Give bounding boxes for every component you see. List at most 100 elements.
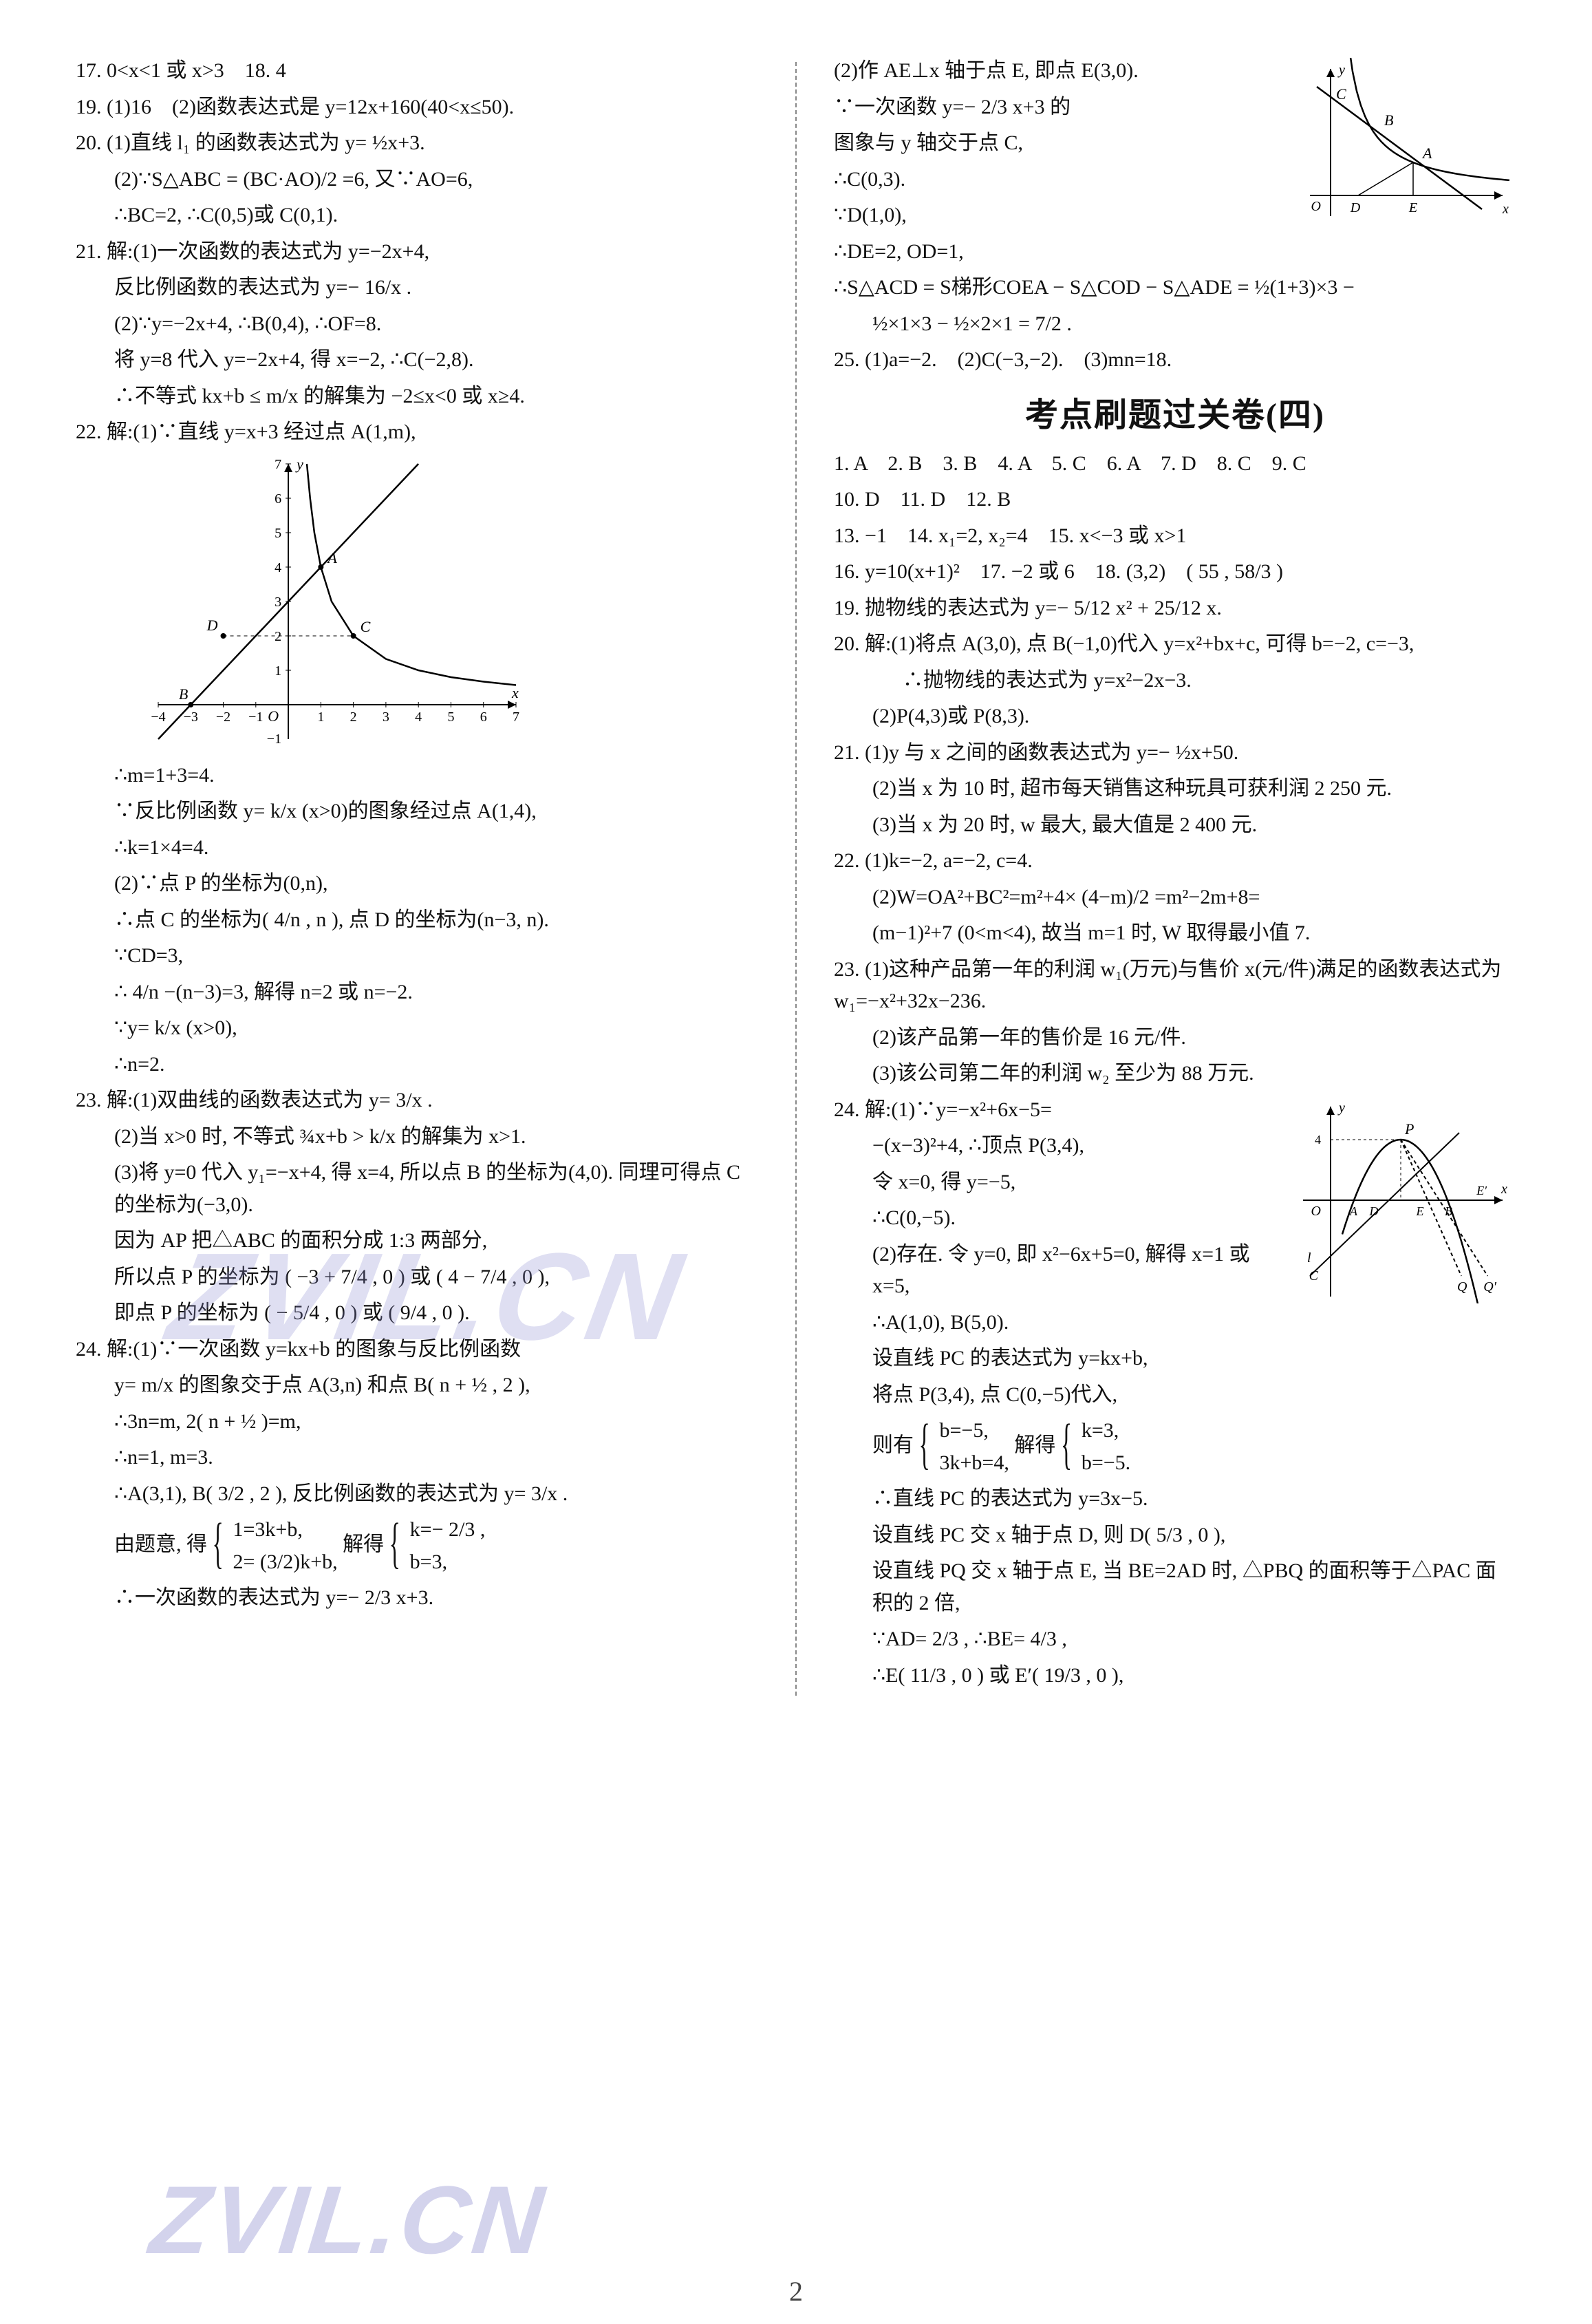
s4-q20c: (2)P(4,3)或 P(8,3). <box>834 701 1516 733</box>
q21-part2a: (2)∵y=−2x+4, ∴B(0,4), ∴OF=8. <box>76 308 758 341</box>
q24-system: 由题意, 得 1=3k+b, 2= (3/2)k+b, 解得 k=− 2/3 ,… <box>76 1514 758 1578</box>
q24-p2g: ∴S△ACD = S梯形COEA − S△COD − S△ADE = ½(1+3… <box>834 272 1516 304</box>
svg-text:A: A <box>326 549 337 566</box>
s4-q22a: 22. (1)k=−2, a=−2, c=4. <box>834 845 1516 877</box>
q24-part1d: ∴n=1, m=3. <box>76 1442 758 1474</box>
s4-q20a: 20. 解:(1)将点 A(3,0), 点 B(−1,0)代入 y=x²+bx+… <box>834 628 1516 661</box>
two-column-layout: 17. 0<x<1 或 x>3 18. 4 19. (1)16 (2)函数表达式… <box>76 55 1516 1696</box>
s4-q24k: ∴直线 PC 的表达式为 y=3x−5. <box>834 1483 1516 1515</box>
q24-p2h: ½×1×3 − ½×2×1 = 7/2 . <box>834 308 1516 341</box>
column-divider <box>795 62 797 1696</box>
svg-text:−2: −2 <box>216 710 230 725</box>
q22-part2a: (2)∵点 P 的坐标为(0,n), <box>76 868 758 900</box>
q24-part1e: ∴A(3,1), B( 3/2 , 2 ), 反比例函数的表达式为 y= 3/x… <box>76 1478 758 1511</box>
svg-text:−3: −3 <box>184 710 198 725</box>
svg-text:−1: −1 <box>248 710 263 725</box>
q22-part2d: ∴ 4/n −(n−3)=3, 解得 n=2 或 n=−2. <box>76 977 758 1009</box>
svg-text:B: B <box>1445 1204 1452 1218</box>
q24-corner-graph: CBADEOxy <box>1296 58 1516 237</box>
s4-q24-sys-brace1: b=−5, 3k+b=4, <box>919 1415 1009 1479</box>
svg-text:4: 4 <box>1315 1133 1321 1147</box>
q22-m: ∴m=1+3=4. <box>76 760 758 792</box>
watermark-footer: ZVIL.CN <box>145 2164 550 2276</box>
svg-text:3: 3 <box>275 595 281 610</box>
q24-corner-graph-svg: CBADEOxy <box>1296 58 1516 237</box>
q23-part1: 23. 解:(1)双曲线的函数表达式为 y= 3/x . <box>76 1085 758 1117</box>
svg-text:A: A <box>1349 1204 1358 1218</box>
s4-q23a: 23. (1)这种产品第一年的利润 w₁(万元)与售价 x(元/件)满足的函数表… <box>834 954 1516 1018</box>
svg-text:Q′: Q′ <box>1483 1279 1496 1294</box>
svg-text:6: 6 <box>275 491 281 507</box>
q23-part3c: 所以点 P 的坐标为 ( −3 + 7/4 , 0 ) 或 ( 4 − 7/4 … <box>76 1261 758 1294</box>
q20-part1: 20. (1)直线 l₁ 的函数表达式为 y= ½x+3. <box>76 127 758 160</box>
svg-text:y: y <box>1337 1100 1345 1116</box>
q22-graph: −4−3−2−112345671234567ABDCOxy−1 <box>144 453 530 756</box>
s4-q23c: (3)该公司第二年的利润 w₂ 至少为 88 万元. <box>834 1058 1516 1090</box>
q24-sys2-eq2: b=3, <box>410 1546 486 1579</box>
q24-part1c: ∴3n=m, 2( n + ½ )=m, <box>76 1406 758 1438</box>
right-column: CBADEOxy (2)作 AE⊥x 轴于点 E, 即点 E(3,0). ∵一次… <box>834 55 1516 1696</box>
page-root: 17. 0<x<1 或 x>3 18. 4 19. (1)16 (2)函数表达式… <box>0 0 1592 2324</box>
q23-part2: (2)当 x>0 时, 不等式 ¾x+b > k/x 的解集为 x>1. <box>76 1121 758 1153</box>
q24-sys1-eq2: 2= (3/2)k+b, <box>233 1546 338 1579</box>
q22-part2f: ∴n=2. <box>76 1049 758 1081</box>
svg-text:y: y <box>295 456 303 473</box>
s4-ans-row2: 10. D 11. D 12. B <box>834 484 1516 516</box>
s4-q24-solve-label: 解得 <box>1014 1434 1055 1457</box>
svg-text:4: 4 <box>275 560 281 575</box>
svg-text:P: P <box>1404 1120 1414 1138</box>
s4-q24-corner-graph: P4ADEBE′QQ′ClOxy <box>1296 1097 1516 1303</box>
page-number: 2 <box>0 2275 1592 2307</box>
s4-q24l: 设直线 PC 交 x 轴于点 D, 则 D( 5/3 , 0 ), <box>834 1520 1516 1552</box>
q21-part2b: 将 y=8 代入 y=−2x+4, 得 x=−2, ∴C(−2,8). <box>76 344 758 376</box>
left-column: 17. 0<x<1 或 x>3 18. 4 19. (1)16 (2)函数表达式… <box>76 55 758 1696</box>
q23-part3d: 即点 P 的坐标为 ( − 5/4 , 0 ) 或 ( 9/4 , 0 ). <box>76 1297 758 1330</box>
q24-part1b: y= m/x 的图象交于点 A(3,n) 和点 B( n + ½ , 2 ), <box>76 1369 758 1402</box>
answer-line-19: 19. (1)16 (2)函数表达式是 y=12x+160(40<x≤50). <box>76 92 758 124</box>
svg-text:O: O <box>268 707 279 725</box>
svg-text:6: 6 <box>480 710 487 725</box>
svg-text:2: 2 <box>350 710 357 725</box>
s4-q24-sys-brace2: k=3, b=−5. <box>1061 1415 1130 1479</box>
q23-part3a: (3)将 y=0 代入 y₁=−x+4, 得 x=4, 所以点 B 的坐标为(4… <box>76 1157 758 1221</box>
s4-q24n: ∵AD= 2/3 , ∴BE= 4/3 , <box>834 1623 1516 1656</box>
q21-part2c: ∴不等式 kx+b ≤ m/x 的解集为 −2≤x<0 或 x≥4. <box>76 381 758 413</box>
s4-q24m: 设直线 PQ 交 x 轴于点 E, 当 BE=2AD 时, △PBQ 的面积等于… <box>834 1555 1516 1619</box>
s4-q24-system: 则有 b=−5, 3k+b=4, 解得 k=3, b=−5. <box>834 1415 1516 1479</box>
svg-text:B: B <box>179 685 188 703</box>
svg-text:Q: Q <box>1457 1279 1467 1294</box>
q24-sys1-eq1: 1=3k+b, <box>233 1514 338 1546</box>
svg-text:C: C <box>361 618 371 635</box>
q24-system-brace2: k=− 2/3 , b=3, <box>389 1514 486 1578</box>
s4-q22b: (2)W=OA²+BC²=m²+4× (4−m)/2 =m²−2m+8= <box>834 882 1516 914</box>
svg-text:2: 2 <box>275 629 281 644</box>
s4-q24g: 设直线 PC 的表达式为 y=kx+b, <box>834 1343 1516 1375</box>
svg-text:7: 7 <box>513 710 519 725</box>
svg-text:−4: −4 <box>151 710 165 725</box>
svg-text:D: D <box>1350 200 1361 215</box>
svg-text:O: O <box>1311 199 1321 214</box>
s4-ans-13-15: 13. −1 14. x₁=2, x₂=4 15. x<−3 或 x>1 <box>834 520 1516 553</box>
q24-p2f: ∴DE=2, OD=1, <box>834 236 1516 268</box>
s4-q20b: ∴抛物线的表达式为 y=x²−2x−3. <box>834 665 1516 697</box>
svg-text:4: 4 <box>415 710 422 725</box>
s4-q24-sys2-eq2: b=−5. <box>1082 1447 1130 1480</box>
q23-part3b: 因为 AP 把△ABC 的面积分成 1:3 两部分, <box>76 1225 758 1257</box>
svg-text:D: D <box>206 617 218 634</box>
s4-ans-row1: 1. A 2. B 3. B 4. A 5. C 6. A 7. D 8. C … <box>834 448 1516 480</box>
s4-q22c: (m−1)²+7 (0<m<4), 故当 m=1 时, W 取得最小值 7. <box>834 917 1516 950</box>
s4-q24-sys1-eq1: b=−5, <box>940 1415 1009 1447</box>
q22-graph-svg: −4−3−2−112345671234567ABDCOxy−1 <box>144 453 530 756</box>
svg-text:−1: −1 <box>267 732 281 747</box>
q24-system-lead: 由题意, 得 <box>114 1533 207 1555</box>
q22-k-line1: ∵反比例函数 y= k/x (x>0)的图象经过点 A(1,4), <box>76 796 758 828</box>
q24-part1f: ∴一次函数的表达式为 y=− 2/3 x+3. <box>76 1582 758 1614</box>
q24-system-brace1: 1=3k+b, 2= (3/2)k+b, <box>213 1514 338 1578</box>
q25: 25. (1)a=−2. (2)C(−3,−2). (3)mn=18. <box>834 344 1516 376</box>
s4-q24h: 将点 P(3,4), 点 C(0,−5)代入, <box>834 1379 1516 1411</box>
s4-q24o: ∴E( 11/3 , 0 ) 或 E′( 19/3 , 0 ), <box>834 1660 1516 1692</box>
section4-title: 考点刷题过关卷(四) <box>834 390 1516 441</box>
q22-part2b: ∴点 C 的坐标为( 4/n , n ), 点 D 的坐标为(n−3, n). <box>76 904 758 937</box>
svg-text:D: D <box>1368 1204 1378 1218</box>
q20-part2a: (2)∵S△ABC = (BC·AO)/2 =6, 又∵AO=6, <box>76 164 758 196</box>
